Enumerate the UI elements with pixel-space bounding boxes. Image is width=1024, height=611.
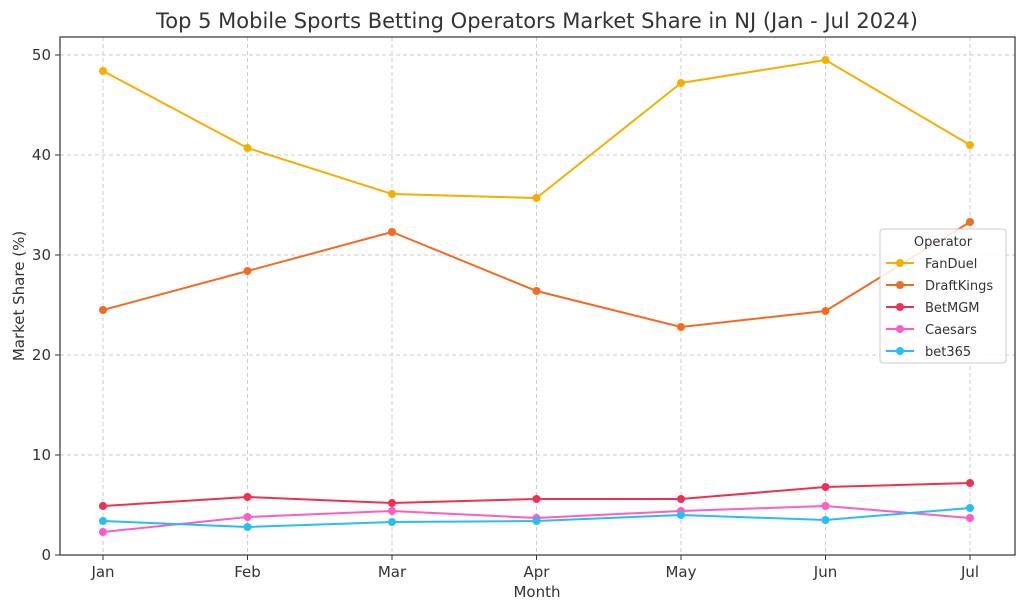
legend-label-betmgm: BetMGM xyxy=(925,301,980,316)
data-point-fanduel xyxy=(532,194,541,202)
data-point-bet365 xyxy=(966,504,974,512)
y-tick-label: 30 xyxy=(32,246,51,264)
plot-frame xyxy=(59,36,1016,556)
legend-marker-bet365 xyxy=(896,347,904,355)
data-point-draftkings xyxy=(388,228,396,236)
data-point-fanduel xyxy=(243,144,252,152)
data-point-fanduel xyxy=(677,79,685,87)
y-tick-label: 0 xyxy=(41,546,51,564)
data-point-bet365 xyxy=(532,517,541,525)
data-point-fanduel xyxy=(966,141,974,149)
data-point-bet365 xyxy=(243,523,252,531)
data-point-draftkings xyxy=(99,306,107,314)
data-point-betmgm xyxy=(677,495,685,503)
data-point-draftkings xyxy=(966,218,974,226)
data-point-betmgm xyxy=(99,502,107,510)
data-point-bet365 xyxy=(99,517,107,525)
x-tick-label: Feb xyxy=(234,563,261,581)
legend-marker-fanduel xyxy=(896,259,904,267)
legend-title: Operator xyxy=(914,235,973,250)
data-point-caesars xyxy=(99,528,107,536)
legend-marker-draftkings xyxy=(896,281,904,289)
data-point-fanduel xyxy=(821,56,830,64)
data-point-betmgm xyxy=(532,495,541,503)
legend-label-draftkings: DraftKings xyxy=(925,279,993,294)
data-point-betmgm xyxy=(966,479,974,487)
y-tick-label: 20 xyxy=(32,346,51,364)
y-tick-label: 50 xyxy=(32,46,51,64)
x-tick-label: Apr xyxy=(524,563,551,581)
legend-marker-betmgm xyxy=(896,303,904,311)
data-point-draftkings xyxy=(532,287,541,295)
data-point-draftkings xyxy=(243,267,252,275)
y-axis-label: Market Share (%) xyxy=(10,231,28,361)
x-tick-label: May xyxy=(665,563,696,581)
data-point-caesars xyxy=(243,513,252,521)
data-point-betmgm xyxy=(243,493,252,501)
data-point-draftkings xyxy=(821,307,830,315)
chart-title: Top 5 Mobile Sports Betting Operators Ma… xyxy=(155,9,918,33)
data-point-betmgm xyxy=(821,483,830,491)
x-tick-label: Jul xyxy=(960,563,979,581)
y-tick-label: 40 xyxy=(32,146,51,164)
y-tick-label: 10 xyxy=(32,446,51,464)
data-point-draftkings xyxy=(677,323,685,331)
legend-label-caesars: Caesars xyxy=(925,323,977,338)
data-point-betmgm xyxy=(388,499,396,507)
data-point-caesars xyxy=(821,502,830,510)
data-point-bet365 xyxy=(821,516,830,524)
data-point-fanduel xyxy=(99,67,107,75)
x-tick-label: Jan xyxy=(90,563,114,581)
data-point-bet365 xyxy=(677,511,685,519)
legend-label-bet365: bet365 xyxy=(925,345,971,360)
data-point-caesars xyxy=(966,514,974,522)
x-tick-label: Mar xyxy=(378,563,407,581)
x-tick-label: Jun xyxy=(813,563,837,581)
data-point-bet365 xyxy=(388,518,396,526)
legend: Operator FanDuel DraftKings BetMGM Caesars b… xyxy=(879,228,1007,364)
data-point-fanduel xyxy=(388,190,396,198)
legend-marker-caesars xyxy=(896,325,904,333)
legend-label-fanduel: FanDuel xyxy=(925,257,977,272)
x-axis-label: Month xyxy=(513,583,560,601)
data-point-caesars xyxy=(388,507,396,515)
